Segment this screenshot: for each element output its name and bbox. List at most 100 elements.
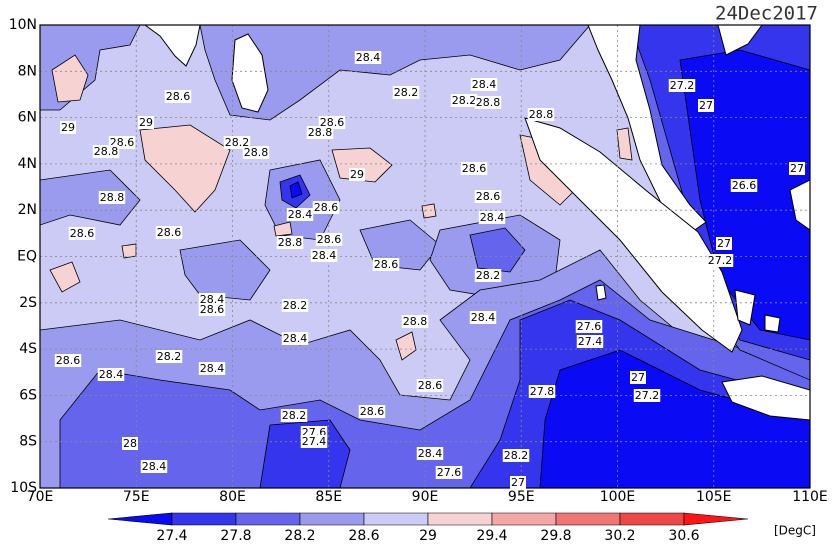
contour-label: 27.4: [578, 335, 603, 348]
contour-label-group: 27.2: [633, 389, 661, 402]
colorbar-segment: [235, 512, 301, 526]
x-tick-label: 105E: [696, 489, 732, 505]
y-tick-label: 4N: [18, 156, 37, 172]
contour-label-box: [716, 237, 732, 250]
contour-label-box: [349, 168, 365, 181]
contour-label-group: 28.4: [198, 362, 226, 375]
contour-label: 28.4: [418, 447, 443, 460]
contour-label: 28.4: [480, 211, 505, 224]
contour-label-box: [300, 435, 328, 448]
contour-label-box: [416, 379, 444, 392]
contour-label-group: 27: [789, 162, 805, 175]
y-tick-label: 10S: [10, 480, 37, 496]
sst-area: [259, 419, 351, 488]
contour-label-group: 27.4: [576, 335, 604, 348]
contour-label-box: [54, 354, 82, 367]
contour-label-group: 28.2: [502, 449, 530, 462]
contour-label-group: 28.6: [155, 226, 183, 239]
contour-label-box: [527, 108, 555, 121]
contour-label-group: 29: [349, 168, 365, 181]
y-tick-label: EQ: [17, 249, 37, 265]
contour-label-box: [242, 146, 270, 159]
colorbar-segment: [107, 512, 173, 526]
contour-label-group: 27: [630, 371, 646, 384]
x-tick-label: 70E: [27, 489, 54, 505]
colorbar-label: 29.8: [540, 528, 571, 544]
contour-label: 28.4: [472, 78, 497, 91]
contour-label-group: 28.6: [372, 258, 400, 271]
sst-area: [273, 221, 293, 237]
contour-label: 28.8: [476, 96, 501, 109]
contour-label-group: 28.6: [315, 233, 343, 246]
contour-label-group: 27.6: [575, 320, 603, 333]
contour-label-box: [92, 145, 120, 158]
contour-label: 28.8: [529, 108, 554, 121]
contour-label-group: 28.6: [198, 303, 226, 316]
contour-label-group: 28.6: [358, 405, 386, 418]
contour-label-group: 28.2: [474, 269, 502, 282]
y-tick-label: 2N: [18, 202, 37, 218]
contour-label-group: 28.4: [97, 368, 125, 381]
contour-label: 27.2: [635, 389, 660, 402]
contour-label-box: [223, 136, 251, 149]
contour-label-group: 27.2: [706, 254, 734, 267]
contour-label-group: 28.6: [54, 354, 82, 367]
contour-label: 27: [631, 371, 645, 384]
grid: [40, 25, 810, 488]
contour-label: 27: [717, 237, 731, 250]
contour-label-box: [164, 90, 192, 103]
contour-label-box: [358, 405, 386, 418]
contour-label: 28.2: [476, 269, 501, 282]
sst-area: [469, 227, 526, 273]
colorbar-segment: [683, 512, 749, 526]
contour-label: 29: [350, 168, 364, 181]
contour-label: 28.6: [317, 233, 342, 246]
contour-label-group: 28.4: [478, 211, 506, 224]
colorbar-label: 30.6: [668, 528, 699, 544]
contour-label-box: [450, 94, 478, 107]
contour-label: 28.4: [288, 208, 313, 221]
contour-label-group: 28.8: [474, 96, 502, 109]
sst-area: [421, 203, 437, 219]
colorbar-label: 29: [419, 528, 437, 544]
contour-label-group: 28.4: [354, 51, 382, 64]
y-tick-label: 6S: [19, 387, 37, 403]
x-tick-label: 85E: [315, 489, 342, 505]
land-island: [595, 284, 607, 301]
contour-label-group: 28.2: [155, 350, 183, 363]
sst-area: [139, 124, 231, 213]
land-india: [144, 25, 201, 67]
contour-label-group: 27.8: [528, 385, 556, 398]
contour-label-group: 27: [698, 99, 714, 112]
contour-label: 28.6: [360, 405, 385, 418]
colorbar-segment: [491, 512, 557, 526]
contour-label: 27.6: [437, 466, 462, 479]
contour-label: 27.8: [530, 385, 555, 398]
sst-area: [49, 261, 81, 293]
y-tick-label: 8N: [18, 63, 37, 79]
colorbar-label: 30.2: [604, 528, 635, 544]
land-belitung: [764, 314, 781, 333]
colorbar-label: 28.6: [348, 528, 379, 544]
contour-label: 28.4: [200, 362, 225, 375]
contour-label-group: 28.8: [98, 191, 126, 204]
contour-label-group: 26.6: [730, 179, 758, 192]
contour-label-box: [60, 121, 76, 134]
contour-label-group: 27.2: [668, 79, 696, 92]
contour-label-box: [575, 320, 603, 333]
contour-label-box: [318, 116, 346, 129]
contour-label-box: [281, 299, 309, 312]
sst-area: [199, 25, 591, 121]
contour-label-box: [140, 460, 168, 473]
sst-area: [331, 147, 393, 183]
contour-label: 28.8: [403, 315, 428, 328]
contour-label: 28.2: [394, 86, 419, 99]
sst-area: [121, 243, 137, 259]
contour-label-group: 28.6: [312, 201, 340, 214]
contour-label-box: [469, 311, 497, 324]
contour-label-box: [372, 258, 400, 271]
contour-label: 28.8: [94, 145, 119, 158]
contour-label-group: 29: [138, 116, 154, 129]
sst-area: [539, 349, 810, 488]
contour-label-box: [312, 201, 340, 214]
